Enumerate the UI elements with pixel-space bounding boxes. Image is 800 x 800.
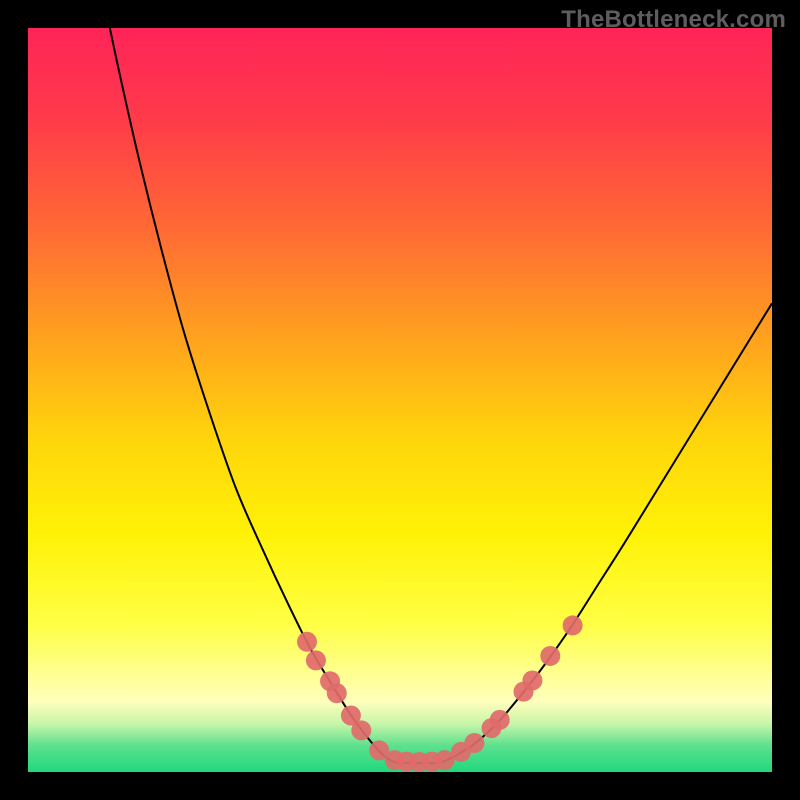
data-marker: [327, 683, 347, 703]
data-marker: [490, 710, 510, 730]
data-marker: [522, 670, 542, 690]
chart-background: [28, 28, 772, 772]
data-marker: [563, 615, 583, 635]
data-marker: [540, 646, 560, 666]
data-marker: [351, 720, 371, 740]
data-marker: [297, 632, 317, 652]
data-marker: [464, 733, 484, 753]
watermark-text: TheBottleneck.com: [561, 6, 786, 34]
data-marker: [306, 650, 326, 670]
chart-svg: [0, 0, 800, 800]
chart-container: TheBottleneck.com: [0, 0, 800, 800]
